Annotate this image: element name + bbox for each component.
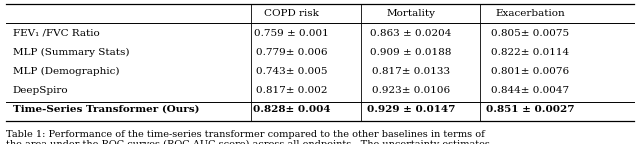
Text: Exacerbation: Exacerbation bbox=[495, 9, 565, 18]
Text: 0.743± 0.005: 0.743± 0.005 bbox=[256, 67, 328, 76]
Text: Mortality: Mortality bbox=[387, 9, 435, 18]
Text: FEV₁ /FVC Ratio: FEV₁ /FVC Ratio bbox=[13, 29, 99, 38]
Text: Table 1: Performance of the time-series transformer compared to the other baseli: Table 1: Performance of the time-series … bbox=[6, 130, 490, 144]
Text: 0.801± 0.0076: 0.801± 0.0076 bbox=[491, 67, 569, 76]
Text: 0.817± 0.0133: 0.817± 0.0133 bbox=[372, 67, 450, 76]
Text: 0.828± 0.004: 0.828± 0.004 bbox=[253, 105, 330, 114]
Text: 0.805± 0.0075: 0.805± 0.0075 bbox=[491, 29, 569, 38]
Text: 0.779± 0.006: 0.779± 0.006 bbox=[256, 48, 328, 57]
Text: 0.851 ± 0.0027: 0.851 ± 0.0027 bbox=[486, 105, 574, 114]
Text: DeepSpiro: DeepSpiro bbox=[13, 86, 68, 95]
Text: Time-Series Transformer (Ours): Time-Series Transformer (Ours) bbox=[13, 105, 199, 114]
Text: 0.863 ± 0.0204: 0.863 ± 0.0204 bbox=[371, 29, 452, 38]
Text: 0.909 ± 0.0188: 0.909 ± 0.0188 bbox=[371, 48, 452, 57]
Text: 0.929 ± 0.0147: 0.929 ± 0.0147 bbox=[367, 105, 455, 114]
Text: 0.759 ± 0.001: 0.759 ± 0.001 bbox=[255, 29, 329, 38]
Text: MLP (Summary Stats): MLP (Summary Stats) bbox=[13, 48, 129, 57]
Text: COPD risk: COPD risk bbox=[264, 9, 319, 18]
Text: 0.923± 0.0106: 0.923± 0.0106 bbox=[372, 86, 450, 95]
Text: 0.822± 0.0114: 0.822± 0.0114 bbox=[491, 48, 569, 57]
Text: 0.844± 0.0047: 0.844± 0.0047 bbox=[491, 86, 569, 95]
Text: MLP (Demographic): MLP (Demographic) bbox=[13, 67, 119, 76]
Text: 0.817± 0.002: 0.817± 0.002 bbox=[256, 86, 328, 95]
